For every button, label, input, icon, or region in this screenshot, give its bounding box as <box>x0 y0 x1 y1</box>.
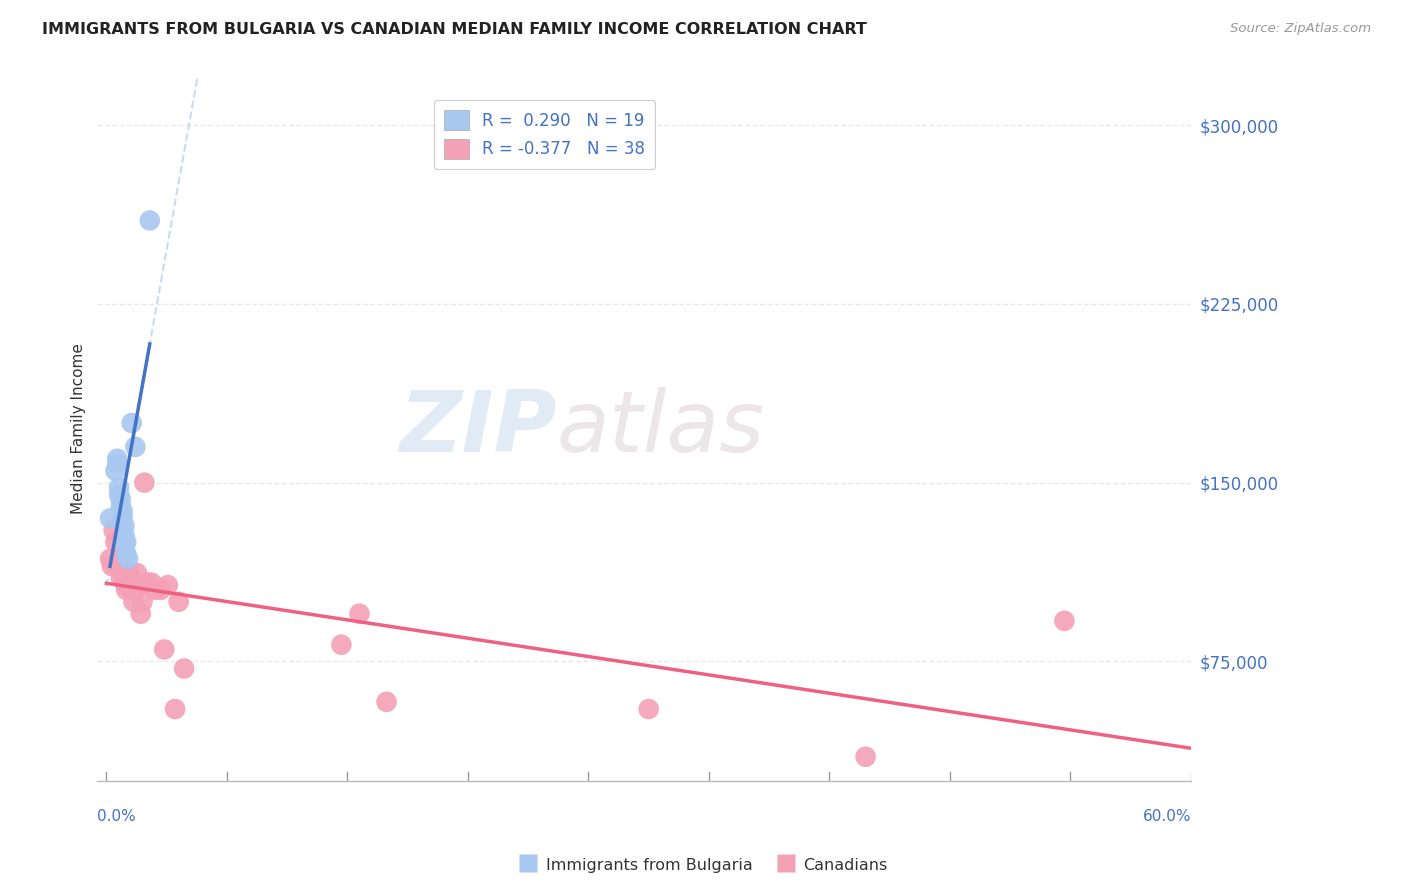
Point <box>1053 614 1076 628</box>
Text: atlas: atlas <box>557 387 765 470</box>
Point <box>118 566 141 581</box>
Text: 60.0%: 60.0% <box>1143 809 1191 824</box>
Point <box>114 575 136 590</box>
Point <box>114 518 136 533</box>
Point <box>127 566 149 581</box>
Point <box>115 535 138 549</box>
Point <box>143 582 166 597</box>
Point <box>98 511 121 525</box>
Text: Source: ZipAtlas.com: Source: ZipAtlas.com <box>1230 22 1371 36</box>
Point <box>117 571 139 585</box>
Legend: R =  0.290   N = 19, R = -0.377   N = 38: R = 0.290 N = 19, R = -0.377 N = 38 <box>434 100 655 169</box>
Point <box>114 528 136 542</box>
Point <box>131 595 153 609</box>
Y-axis label: Median Family Income: Median Family Income <box>72 343 86 515</box>
Point <box>141 575 163 590</box>
Point <box>108 480 131 494</box>
Point <box>122 595 145 609</box>
Point <box>173 661 195 675</box>
Point <box>124 440 146 454</box>
Point <box>121 582 143 597</box>
Point <box>111 508 134 523</box>
Point <box>101 559 124 574</box>
Point <box>108 552 131 566</box>
Point <box>167 595 190 609</box>
Point <box>111 504 134 518</box>
Point <box>375 695 398 709</box>
Point <box>115 582 138 597</box>
Point <box>139 213 162 227</box>
Point <box>115 547 138 561</box>
Point <box>111 566 134 581</box>
Point <box>124 582 146 597</box>
Point <box>117 552 139 566</box>
Point <box>108 487 131 501</box>
Point <box>330 638 353 652</box>
Point <box>105 451 128 466</box>
Point <box>637 702 659 716</box>
Point <box>114 535 136 549</box>
Point <box>105 559 128 574</box>
Point <box>128 578 150 592</box>
Legend: Immigrants from Bulgaria, Canadians: Immigrants from Bulgaria, Canadians <box>512 850 894 880</box>
Point <box>153 642 176 657</box>
Point <box>104 464 127 478</box>
Text: 0.0%: 0.0% <box>97 809 136 824</box>
Point <box>110 571 132 585</box>
Point <box>103 523 125 537</box>
Point <box>122 575 145 590</box>
Point <box>110 492 132 507</box>
Point <box>156 578 179 592</box>
Point <box>855 749 877 764</box>
Point <box>98 552 121 566</box>
Text: ZIP: ZIP <box>399 387 557 470</box>
Point <box>104 535 127 549</box>
Point <box>110 500 132 514</box>
Point <box>149 582 172 597</box>
Point <box>121 416 143 430</box>
Text: IMMIGRANTS FROM BULGARIA VS CANADIAN MEDIAN FAMILY INCOME CORRELATION CHART: IMMIGRANTS FROM BULGARIA VS CANADIAN MED… <box>42 22 868 37</box>
Point <box>105 457 128 471</box>
Point <box>118 575 141 590</box>
Point <box>134 475 156 490</box>
Point <box>165 702 187 716</box>
Point <box>129 607 152 621</box>
Point <box>136 575 159 590</box>
Point <box>114 564 136 578</box>
Point <box>349 607 371 621</box>
